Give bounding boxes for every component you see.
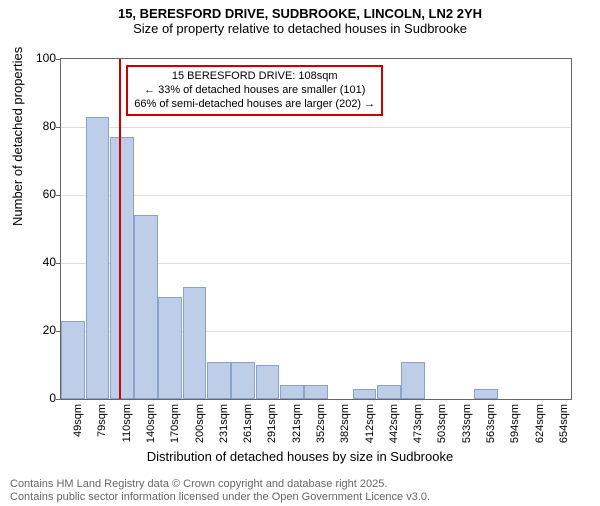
- gridline: [61, 127, 571, 128]
- xtick-label: 654sqm: [558, 404, 570, 454]
- xtick-label: 79sqm: [96, 404, 108, 454]
- ytick-mark: [56, 399, 61, 400]
- xtick-label: 231sqm: [218, 404, 230, 454]
- xtick-label: 170sqm: [169, 404, 181, 454]
- xtick-label: 321sqm: [291, 404, 303, 454]
- xtick-label: 473sqm: [412, 404, 424, 454]
- xtick-label: 533sqm: [461, 404, 473, 454]
- ytick-label: 20: [43, 323, 56, 337]
- bar: [256, 365, 280, 399]
- bar: [110, 137, 134, 399]
- footer-line2: Contains public sector information licen…: [10, 491, 430, 504]
- chart-container: 15, BERESFORD DRIVE, SUDBROOKE, LINCOLN,…: [0, 6, 600, 506]
- ytick-mark: [56, 195, 61, 196]
- xtick-label: 442sqm: [388, 404, 400, 454]
- bar: [207, 362, 231, 399]
- footer-text: Contains HM Land Registry data © Crown c…: [10, 478, 430, 504]
- bar: [401, 362, 425, 399]
- xtick-label: 140sqm: [145, 404, 157, 454]
- bar: [377, 385, 401, 399]
- gridline: [61, 195, 571, 196]
- bar: [86, 117, 110, 399]
- ytick-mark: [56, 263, 61, 264]
- xtick-label: 291sqm: [266, 404, 278, 454]
- ytick-label: 40: [43, 255, 56, 269]
- callout-line3: 66% of semi-detached houses are larger (…: [134, 98, 375, 112]
- bar: [304, 385, 328, 399]
- chart-plot-area: 15 BERESFORD DRIVE: 108sqm ← 33% of deta…: [60, 58, 572, 400]
- bar: [280, 385, 304, 399]
- xtick-label: 412sqm: [364, 404, 376, 454]
- bar: [61, 321, 85, 399]
- callout-line2: ← 33% of detached houses are smaller (10…: [134, 84, 375, 98]
- xtick-label: 200sqm: [194, 404, 206, 454]
- ytick-label: 0: [49, 391, 56, 405]
- ytick-label: 80: [43, 119, 56, 133]
- xtick-label: 563sqm: [485, 404, 497, 454]
- footer-line1: Contains HM Land Registry data © Crown c…: [10, 478, 430, 491]
- bar: [353, 389, 377, 399]
- xtick-label: 352sqm: [315, 404, 327, 454]
- chart-title: 15, BERESFORD DRIVE, SUDBROOKE, LINCOLN,…: [0, 6, 600, 21]
- callout-line1: 15 BERESFORD DRIVE: 108sqm: [134, 70, 375, 84]
- xtick-label: 261sqm: [242, 404, 254, 454]
- xtick-label: 624sqm: [534, 404, 546, 454]
- marker-line: [119, 59, 121, 399]
- xtick-label: 49sqm: [72, 404, 84, 454]
- ytick-mark: [56, 59, 61, 60]
- bar: [158, 297, 182, 399]
- ytick-label: 100: [36, 51, 56, 65]
- bar: [474, 389, 498, 399]
- xtick-label: 382sqm: [339, 404, 351, 454]
- y-axis-label: Number of detached properties: [10, 47, 25, 226]
- bar: [134, 215, 158, 399]
- marker-callout: 15 BERESFORD DRIVE: 108sqm ← 33% of deta…: [126, 65, 383, 116]
- chart-subtitle: Size of property relative to detached ho…: [0, 21, 600, 36]
- xtick-label: 594sqm: [509, 404, 521, 454]
- xtick-label: 503sqm: [436, 404, 448, 454]
- bar: [231, 362, 255, 399]
- xtick-label: 110sqm: [121, 404, 133, 454]
- bar: [183, 287, 207, 399]
- ytick-label: 60: [43, 187, 56, 201]
- ytick-mark: [56, 127, 61, 128]
